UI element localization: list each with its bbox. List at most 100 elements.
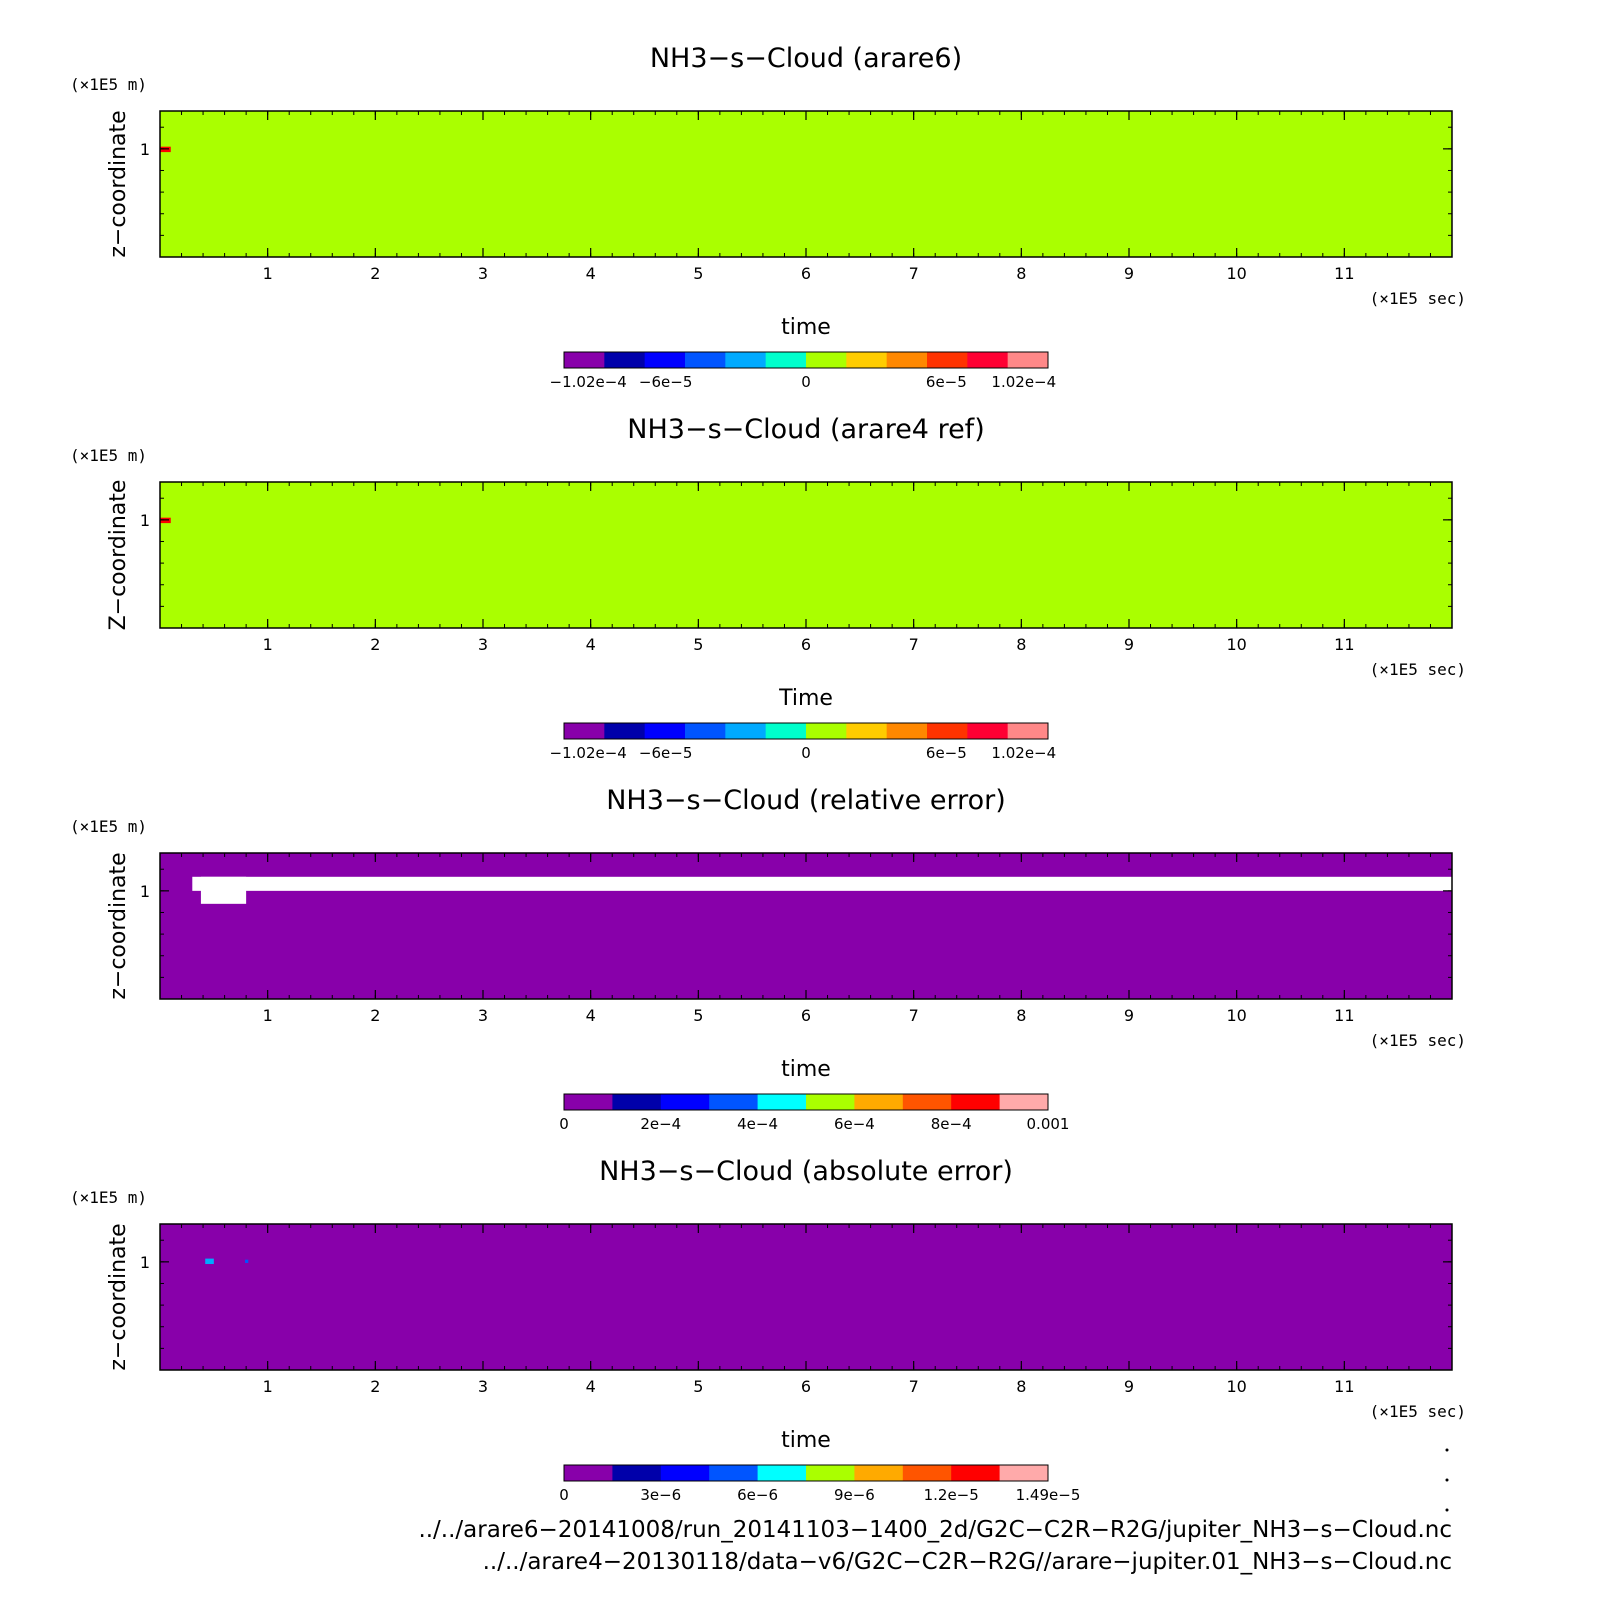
colorbar-swatch [902, 1465, 952, 1481]
heatmap-field [160, 853, 1452, 999]
y-axis-label: z−coordinate [106, 110, 131, 257]
colorbar-swatch [854, 1465, 904, 1481]
colorbar-tick-label: 1.49e−5 [1016, 1486, 1081, 1504]
heatmap-field [160, 111, 1452, 257]
x-tick-label: 6 [801, 635, 811, 654]
colorbar-tick-label: 3e−6 [640, 1486, 681, 1504]
colorbar-swatch [644, 723, 686, 739]
x-tick-label: 5 [693, 1006, 703, 1025]
y-unit-label: (×1E5 m) [70, 1188, 147, 1207]
x-tick-label: 10 [1226, 1377, 1246, 1396]
colorbar-tick-label: −1.02e−4 [550, 744, 627, 762]
x-unit-label: (×1E5 sec) [1370, 1031, 1466, 1050]
x-tick-label: 2 [370, 635, 380, 654]
x-tick-label: 5 [693, 1377, 703, 1396]
colorbar-swatch [806, 1094, 855, 1110]
colorbar-tick-label: 0 [801, 373, 811, 391]
x-tick-label: 9 [1124, 1006, 1134, 1025]
panel-title: NH3−s−Cloud (arare4 ref) [627, 414, 984, 445]
colorbar-swatch [564, 1094, 613, 1110]
x-unit-label: (×1E5 sec) [1370, 660, 1466, 679]
colorbar-tick-label: 0 [559, 1486, 569, 1504]
x-tick-label: 10 [1226, 635, 1246, 654]
colorbar-tick-label: 6e−4 [834, 1115, 875, 1133]
colorbar-swatch [709, 1094, 759, 1110]
x-tick-label: 2 [370, 264, 380, 283]
x-tick-label: 1 [263, 1377, 273, 1396]
colorbar-swatch [1007, 352, 1049, 368]
colorbar-swatch [1007, 723, 1049, 739]
colorbar-tick-label: 1.02e−4 [991, 744, 1056, 762]
panel-title: NH3−s−Cloud (absolute error) [599, 1156, 1013, 1187]
colorbar-tick-label: −1.02e−4 [550, 373, 627, 391]
colorbar-swatch [725, 352, 767, 368]
x-tick-label: 8 [1016, 1377, 1026, 1396]
colorbar-swatch [660, 1465, 710, 1481]
x-tick-label: 10 [1226, 264, 1246, 283]
x-tick-label: 4 [586, 635, 596, 654]
colorbar-tick-label: 8e−4 [931, 1115, 972, 1133]
colorbar-swatch [685, 723, 726, 739]
colorbar-swatch [846, 723, 888, 739]
colorbar-swatch [951, 1094, 1001, 1110]
x-tick-label: 4 [586, 1377, 596, 1396]
x-unit-label: (×1E5 sec) [1370, 289, 1466, 308]
colorbar-swatch [765, 723, 807, 739]
colorbar-swatch [709, 1465, 759, 1481]
y-unit-label: (×1E5 m) [70, 446, 147, 465]
colorbar-swatch [902, 1094, 952, 1110]
x-tick-label: 9 [1124, 635, 1134, 654]
x-tick-label: 5 [693, 264, 703, 283]
colorbar-swatch [685, 352, 726, 368]
x-tick-label: 9 [1124, 1377, 1134, 1396]
colorbar-swatch [846, 352, 888, 368]
panels: NH3−s−Cloud (arare6)(×1E5 m)1 2 3 4 5 6 7 8 9 10 1… [70, 43, 1466, 1512]
colorbar-swatch [612, 1094, 662, 1110]
x-tick-label: 7 [909, 1377, 919, 1396]
colorbar-swatch [604, 723, 646, 739]
x-axis-label: time [781, 1057, 831, 1082]
x-tick-label: 1 [263, 635, 273, 654]
x-tick-label: 4 [586, 264, 596, 283]
x-tick-label: 10 [1226, 1006, 1246, 1025]
colorbar-tick-label: 1.02e−4 [991, 373, 1056, 391]
colorbar-swatch [604, 352, 646, 368]
y-axis-label: Z−coordinate [106, 480, 131, 631]
colorbar-tick-label: −6e−5 [639, 744, 692, 762]
heatmap-feature-1 [205, 1258, 214, 1265]
colorbar-swatch [806, 352, 847, 368]
colorbar-swatch [564, 352, 605, 368]
x-tick-label: 5 [693, 635, 703, 654]
panel-title: NH3−s−Cloud (relative error) [606, 785, 1006, 816]
y-unit-label: (×1E5 m) [70, 817, 147, 836]
x-tick-label: 2 [370, 1377, 380, 1396]
x-tick-label: 6 [801, 1006, 811, 1025]
x-tick-label: 9 [1124, 264, 1134, 283]
stray-dot [1445, 1448, 1449, 1452]
heatmap-feature-1 [192, 876, 1452, 891]
x-tick-label: 7 [909, 635, 919, 654]
x-unit-label: (×1E5 sec) [1370, 1402, 1466, 1421]
colorbar-swatch [564, 723, 605, 739]
x-tick-label: 1 [263, 264, 273, 283]
colorbar-swatch [660, 1094, 710, 1110]
colorbar-tick-label: 2e−4 [640, 1115, 681, 1133]
footer-line-1: ../../arare6−20141008/run_20141103−1400_… [418, 1517, 1452, 1543]
colorbar-tick-label: 6e−5 [926, 744, 967, 762]
panel-4: NH3−s−Cloud (absolute error) (×1E5 m) 1 2 3 4… [70, 1156, 1466, 1504]
colorbar-frame [563, 351, 1049, 369]
colorbar-swatch [806, 723, 847, 739]
panel-1: NH3−s−Cloud (arare6)(×1E5 m)1 2 3 4 5 6 7 8 9 10 1… [70, 43, 1466, 391]
colorbar-swatch [725, 723, 767, 739]
colorbar-swatch [644, 352, 686, 368]
x-tick-label: 6 [801, 264, 811, 283]
colorbar-swatch [757, 1465, 807, 1481]
panel-2: NH3−s−Cloud (arare4 ref) (×1E5 m) 1 2 3 4 5 6 7 8… [70, 414, 1466, 762]
x-axis-label: time [781, 315, 831, 340]
heatmap-field [160, 482, 1452, 628]
x-tick-label: 7 [909, 264, 919, 283]
x-tick-label: 3 [478, 1006, 488, 1025]
colorbar-tick-label: 6e−6 [737, 1486, 778, 1504]
stray-dot [1445, 1478, 1449, 1482]
x-tick-label: 11 [1334, 1006, 1354, 1025]
